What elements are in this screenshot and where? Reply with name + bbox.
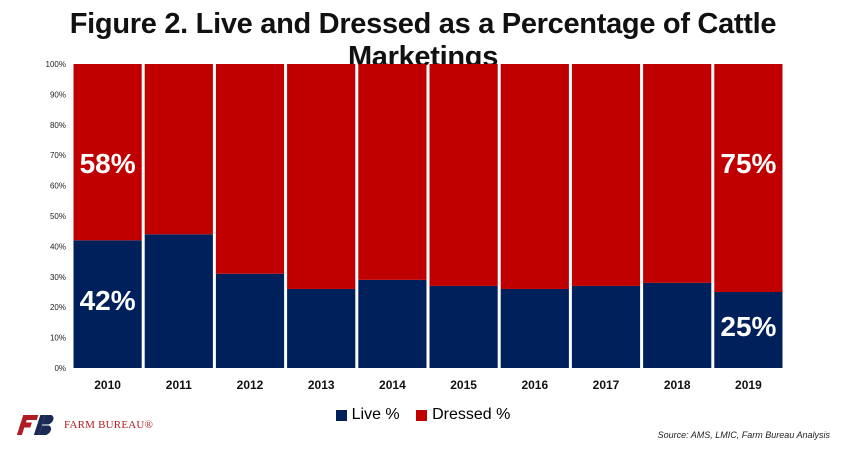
y-tick-label: 20% bbox=[50, 303, 66, 312]
farm-bureau-logo: FARM BUREAU® bbox=[14, 413, 153, 437]
bars bbox=[73, 64, 783, 368]
legend-item-dressed: Dressed % bbox=[416, 406, 510, 424]
y-tick-label: 10% bbox=[50, 334, 66, 343]
legend-swatch-live bbox=[335, 409, 347, 421]
x-tick-label: 2013 bbox=[308, 378, 335, 392]
x-tick-label: 2016 bbox=[521, 378, 548, 392]
stacked-bar-chart: 0% 10% 20% 30% 40% 50% 60% 70% 80% 90% 100% 58% 42%… bbox=[46, 60, 783, 392]
legend-swatch-dressed bbox=[416, 409, 428, 421]
bar-live-2010 bbox=[73, 240, 142, 368]
y-tick-label: 0% bbox=[54, 364, 66, 373]
bar-dressed-2017 bbox=[571, 64, 641, 286]
bar-live-2016 bbox=[500, 288, 569, 368]
x-tick-label: 2010 bbox=[94, 378, 121, 392]
x-axis: 2010 2011 2012 2013 2014 2015 2016 2017 2018 2019 bbox=[94, 378, 762, 392]
y-tick-label: 50% bbox=[50, 212, 66, 221]
bar-live-2017 bbox=[571, 285, 641, 368]
farm-bureau-logo-text: FARM BUREAU® bbox=[64, 419, 154, 431]
bar-dressed-2010 bbox=[73, 64, 142, 241]
bar-dressed-2014 bbox=[358, 64, 427, 280]
chart-title: Figure 2. Live and Dressed as a Percenta… bbox=[69, 8, 777, 73]
y-tick-label: 30% bbox=[50, 273, 66, 282]
legend-label-live: Live % bbox=[351, 406, 400, 423]
y-tick-label: 80% bbox=[50, 121, 66, 130]
farm-bureau-logo-icon bbox=[16, 415, 54, 435]
legend-label-dressed: Dressed % bbox=[432, 406, 511, 423]
legend-item-live: Live % bbox=[335, 406, 400, 424]
legend: Live % Dressed % bbox=[0, 406, 846, 426]
bar-dressed-2015 bbox=[429, 64, 498, 286]
x-tick-label: 2011 bbox=[166, 378, 192, 392]
x-tick-label: 2014 bbox=[379, 378, 406, 392]
bar-live-2011 bbox=[144, 234, 213, 368]
bar-dressed-2018 bbox=[643, 64, 712, 283]
bar-dressed-2012 bbox=[215, 64, 285, 274]
x-tick-label: 2017 bbox=[593, 378, 620, 392]
x-tick-label: 2012 bbox=[237, 378, 264, 392]
data-label-dressed-2019: 75% bbox=[720, 148, 776, 179]
y-tick-label: 60% bbox=[50, 182, 66, 191]
y-tick-label: 40% bbox=[50, 242, 66, 251]
bar-live-2012 bbox=[215, 273, 285, 368]
bar-dressed-2016 bbox=[500, 64, 569, 289]
bar-dressed-2011 bbox=[144, 64, 213, 235]
data-label-dressed-2010: 58% bbox=[80, 148, 136, 179]
bar-dressed-2013 bbox=[287, 64, 356, 289]
bar-live-2014 bbox=[358, 279, 427, 368]
y-axis: 0% 10% 20% 30% 40% 50% 60% 70% 80% 90% 100% bbox=[46, 60, 66, 373]
data-label-live-2010: 42% bbox=[80, 285, 136, 316]
x-tick-label: 2015 bbox=[450, 378, 477, 392]
x-tick-label: 2019 bbox=[735, 378, 762, 392]
bar-live-2019 bbox=[714, 292, 783, 368]
annotations: 58% 42% 75% 25% bbox=[80, 148, 777, 342]
x-tick-label: 2018 bbox=[664, 378, 691, 392]
y-tick-label: 70% bbox=[50, 151, 66, 160]
bar-live-2013 bbox=[287, 288, 356, 368]
bar-live-2018 bbox=[643, 282, 712, 368]
bar-dressed-2019 bbox=[714, 64, 783, 292]
y-tick-label: 100% bbox=[46, 60, 66, 69]
source-note: Source: AMS, LMIC, Farm Bureau Analysis bbox=[657, 430, 830, 440]
bar-live-2015 bbox=[429, 285, 498, 368]
y-tick-label: 90% bbox=[50, 90, 66, 99]
data-label-live-2019: 25% bbox=[720, 311, 776, 342]
